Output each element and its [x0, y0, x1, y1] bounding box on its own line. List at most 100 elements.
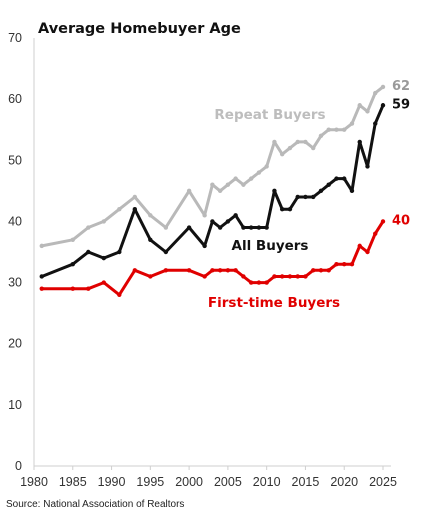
data-point — [248, 225, 254, 230]
data-point — [264, 164, 269, 169]
data-point — [342, 127, 347, 132]
data-point — [357, 139, 362, 145]
data-point — [210, 268, 215, 273]
data-point — [148, 274, 153, 279]
data-point — [256, 280, 262, 285]
data-point — [279, 151, 285, 157]
data-point — [210, 219, 215, 224]
data-point — [101, 255, 107, 261]
series-labels: Repeat Buyers 62 All Buyers 59 First-time Bu… — [208, 79, 410, 311]
data-point — [202, 243, 207, 249]
x-tick-label: 2020 — [330, 475, 358, 489]
x-tick-label: 1990 — [98, 475, 126, 489]
series-name-label: All Buyers — [232, 238, 309, 254]
data-point — [39, 243, 44, 249]
series-name-label: First-time Buyers — [208, 295, 340, 311]
data-point — [148, 237, 153, 242]
data-point — [357, 243, 362, 249]
data-point — [303, 274, 308, 279]
x-tick-label: 2010 — [253, 475, 281, 489]
data-point — [373, 90, 378, 96]
x-tick-label: 2015 — [292, 475, 320, 489]
data-point — [380, 103, 386, 108]
data-point — [101, 219, 107, 224]
data-point — [311, 145, 316, 151]
data-point — [326, 268, 331, 273]
x-tick-label: 1985 — [59, 475, 87, 489]
data-point — [39, 274, 44, 279]
x-tick-label: 1995 — [136, 475, 164, 489]
data-point — [202, 213, 207, 218]
data-point — [132, 194, 138, 200]
data-point — [311, 194, 316, 200]
end-value-label: 40 — [392, 213, 410, 228]
series-name-label: Repeat Buyers — [214, 107, 325, 123]
y-tick-label: 10 — [8, 398, 22, 412]
series-lines — [39, 84, 386, 297]
data-point — [357, 103, 362, 108]
data-point — [70, 262, 75, 267]
data-point — [217, 225, 223, 230]
chart-title: Average Homebuyer Age — [38, 21, 241, 37]
data-point — [272, 188, 277, 194]
data-point — [365, 109, 370, 114]
y-tick-label: 70 — [8, 31, 22, 45]
data-point — [225, 219, 231, 224]
y-tick-label: 60 — [8, 92, 22, 106]
data-point — [233, 176, 238, 181]
data-point — [264, 225, 269, 230]
data-point — [163, 225, 169, 230]
data-point — [303, 194, 308, 200]
data-point — [241, 182, 246, 187]
data-point — [287, 145, 293, 151]
data-point — [86, 286, 91, 291]
data-point — [186, 225, 192, 230]
data-point — [272, 139, 277, 145]
data-point — [380, 84, 386, 90]
x-tick-label: 2025 — [369, 475, 397, 489]
data-point — [86, 225, 91, 230]
data-point — [334, 262, 339, 267]
data-point — [70, 286, 75, 291]
series-line-2 — [40, 219, 385, 297]
data-point — [210, 182, 215, 187]
end-value-label: 59 — [392, 97, 410, 112]
data-point — [349, 188, 355, 194]
source-note: Source: National Association of Realtors — [6, 499, 184, 510]
data-point — [326, 127, 331, 132]
data-point — [287, 207, 293, 212]
data-point — [186, 188, 192, 194]
data-point — [39, 286, 44, 291]
data-point — [117, 292, 122, 297]
data-point — [342, 262, 347, 267]
data-point — [295, 274, 300, 279]
data-point — [202, 274, 207, 279]
x-tick-label: 1980 — [20, 475, 48, 489]
data-point — [225, 182, 231, 187]
data-point — [163, 249, 169, 255]
y-tick-label: 40 — [8, 214, 22, 228]
data-point — [365, 249, 370, 255]
y-tick-label: 30 — [8, 276, 22, 290]
x-tick-label: 2000 — [175, 475, 203, 489]
data-point — [342, 176, 347, 181]
data-point — [241, 274, 246, 279]
data-point — [295, 139, 300, 145]
data-point — [132, 207, 138, 212]
y-tick-label: 0 — [15, 459, 22, 473]
data-point — [326, 182, 331, 187]
y-tick-label: 20 — [8, 337, 22, 351]
data-point — [295, 194, 300, 200]
data-point — [334, 127, 339, 132]
data-point — [373, 231, 378, 236]
data-point — [117, 249, 122, 255]
data-point — [186, 268, 192, 273]
y-tick-label: 50 — [8, 153, 22, 167]
data-point — [248, 176, 254, 181]
data-point — [365, 164, 370, 169]
data-point — [132, 268, 138, 273]
data-point — [272, 274, 277, 279]
x-tick-label: 2005 — [214, 475, 242, 489]
data-point — [318, 133, 324, 139]
